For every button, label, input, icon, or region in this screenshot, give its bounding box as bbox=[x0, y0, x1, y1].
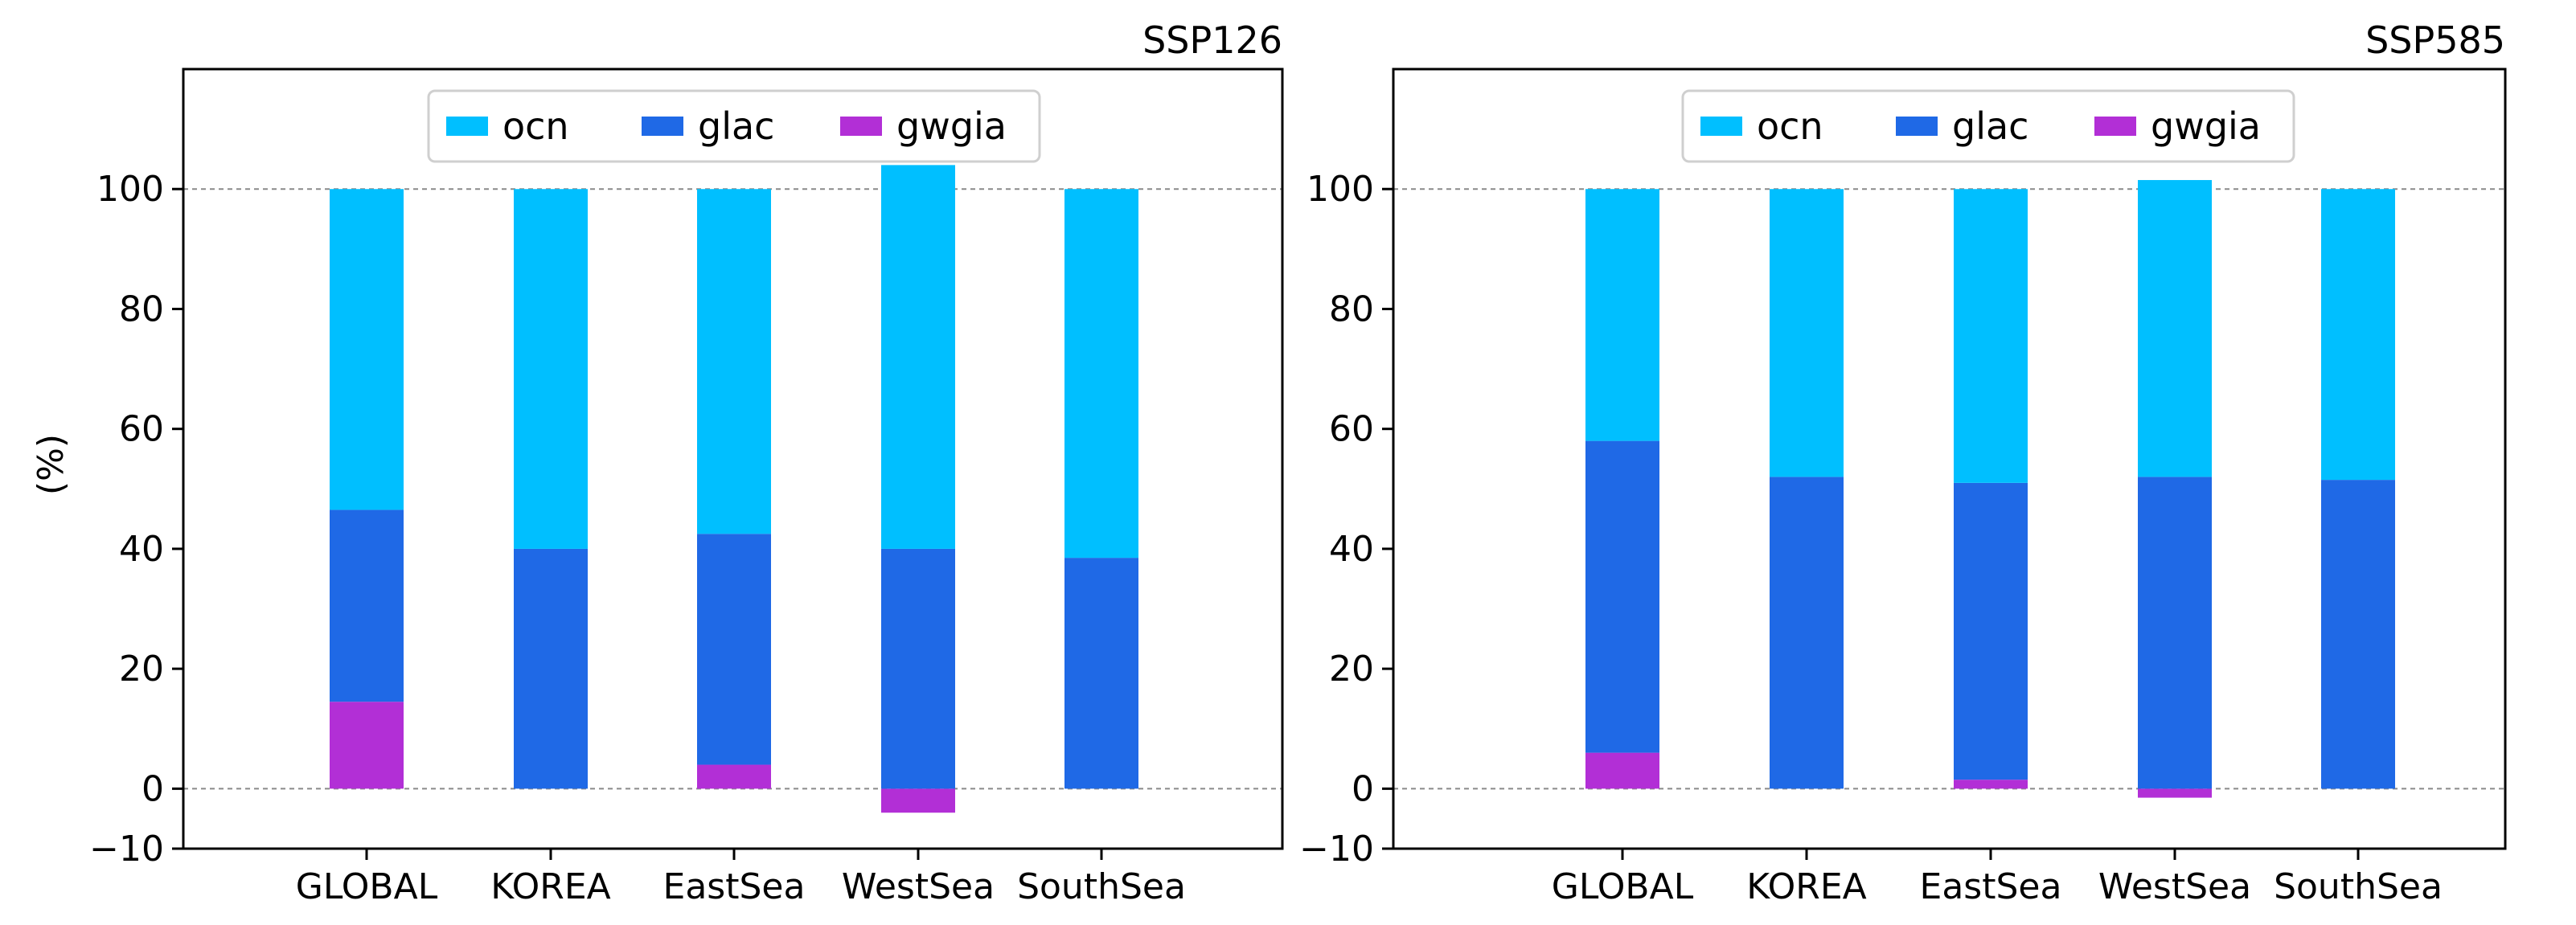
legend-swatch-gwgia bbox=[840, 117, 882, 136]
plot-frame bbox=[1392, 68, 2507, 850]
bar-ocn-eastsea bbox=[1954, 189, 2028, 483]
y-axis-label: (%) bbox=[31, 434, 72, 495]
legend-label-ocn: ocn bbox=[502, 104, 569, 148]
legend-label-glac: glac bbox=[1952, 104, 2028, 148]
y-tick-label: 20 bbox=[119, 649, 164, 690]
y-tick-label: 40 bbox=[119, 529, 164, 570]
chart-panel-ssp585: −10 0 20 40 60 80 100 GLOBAL KOREA EastSea WestSea… bbox=[1299, 18, 2507, 907]
bar-glac-korea bbox=[1770, 477, 1844, 789]
legend-swatch-glac bbox=[642, 117, 683, 136]
legend-swatch-ocn bbox=[446, 117, 488, 136]
bar-glac-southsea bbox=[1064, 558, 1138, 789]
chart-panel-ssp126: −10 0 20 40 60 80 100 GLOBAL KOREA EastSea WestSea… bbox=[89, 18, 1284, 907]
bar-gwgia-westsea bbox=[881, 788, 955, 813]
y-tick-label: −10 bbox=[89, 829, 164, 870]
bar-gwgia-global bbox=[330, 702, 404, 789]
x-tick-label-eastsea: EastSea bbox=[663, 866, 806, 907]
y-tick-label: −10 bbox=[1299, 829, 1374, 870]
y-tick-label: 40 bbox=[1329, 529, 1374, 570]
bar-ocn-westsea bbox=[881, 165, 955, 549]
bar-ocn-global bbox=[1585, 189, 1659, 441]
legend-swatch-glac bbox=[1896, 117, 1938, 136]
x-tick-label-korea: KOREA bbox=[490, 866, 611, 907]
bar-ocn-westsea bbox=[2138, 180, 2212, 477]
chart-title: SSP585 bbox=[2365, 18, 2505, 62]
bar-glac-westsea bbox=[881, 548, 955, 789]
bar-glac-southsea bbox=[2321, 480, 2395, 789]
bar-glac-eastsea bbox=[697, 534, 771, 765]
x-tick-label-global: GLOBAL bbox=[296, 866, 438, 907]
bar-gwgia-eastsea bbox=[1954, 780, 2028, 789]
legend: ocn glac gwgia bbox=[1681, 89, 2295, 163]
bar-ocn-southsea bbox=[2321, 189, 2395, 481]
bar-ocn-korea bbox=[1770, 189, 1844, 477]
bar-gwgia-westsea bbox=[2138, 788, 2212, 798]
bar-glac-westsea bbox=[2138, 477, 2212, 789]
bar-gwgia-global bbox=[1585, 752, 1659, 789]
y-tick-label: 0 bbox=[142, 768, 164, 809]
bar-ocn-korea bbox=[514, 189, 588, 549]
x-tick-label-eastsea: EastSea bbox=[1920, 866, 2062, 907]
x-tick-label-southsea: SouthSea bbox=[2274, 866, 2443, 907]
bar-glac-korea bbox=[514, 548, 588, 789]
bar-glac-eastsea bbox=[1954, 482, 2028, 780]
x-tick-label-korea: KOREA bbox=[1746, 866, 1867, 907]
y-tick-label: 100 bbox=[1306, 169, 1374, 210]
x-tick-label-westsea: WestSea bbox=[842, 866, 995, 907]
legend-label-gwgia: gwgia bbox=[896, 104, 1007, 148]
x-tick-label-westsea: WestSea bbox=[2098, 866, 2251, 907]
legend-swatch-gwgia bbox=[2094, 117, 2136, 136]
legend: ocn glac gwgia bbox=[427, 89, 1041, 163]
y-tick-label: 60 bbox=[1329, 409, 1374, 450]
bar-ocn-eastsea bbox=[697, 189, 771, 534]
legend-label-ocn: ocn bbox=[1757, 104, 1823, 148]
y-tick-label: 60 bbox=[119, 409, 164, 450]
legend-box bbox=[427, 89, 1041, 163]
y-tick-label: 20 bbox=[1329, 649, 1374, 690]
legend-box bbox=[1681, 89, 2295, 163]
x-tick-label-global: GLOBAL bbox=[1552, 866, 1694, 907]
bar-gwgia-eastsea bbox=[697, 764, 771, 789]
x-tick-label-southsea: SouthSea bbox=[1017, 866, 1186, 907]
legend-label-glac: glac bbox=[698, 104, 774, 148]
bar-glac-global bbox=[330, 510, 404, 702]
legend-swatch-ocn bbox=[1700, 117, 1742, 136]
bar-glac-global bbox=[1585, 440, 1659, 753]
y-tick-label: 100 bbox=[96, 169, 164, 210]
legend-label-gwgia: gwgia bbox=[2151, 104, 2261, 148]
bar-ocn-southsea bbox=[1064, 189, 1138, 559]
y-tick-label: 80 bbox=[119, 289, 164, 329]
y-tick-label: 80 bbox=[1329, 289, 1374, 329]
bar-ocn-global bbox=[330, 189, 404, 510]
chart-title: SSP126 bbox=[1142, 18, 1282, 62]
y-tick-label: 0 bbox=[1352, 768, 1374, 809]
